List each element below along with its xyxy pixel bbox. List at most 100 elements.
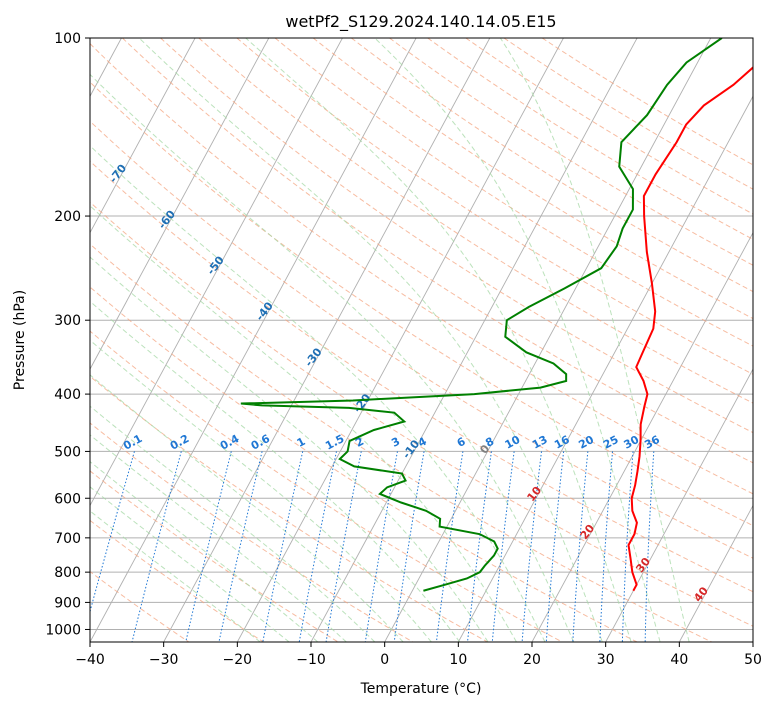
moist-adiabat [90,460,319,642]
mixing-ratio-line [599,451,614,642]
x-tick-label: 0 [380,652,389,668]
x-axis-label: Temperature (°C) [360,681,482,697]
x-tick-label: −30 [149,652,179,668]
isotherm-gridline [163,38,491,642]
dry-adiabat [90,120,753,559]
dry-adiabat [90,470,339,642]
dry-adiabat [236,38,753,375]
moist-adiabat [245,38,632,642]
isotherm-gridline [384,38,712,642]
isotherm-gridline [90,38,417,642]
mixing-ratio-line [131,451,182,642]
mixing-ratio-line [364,451,398,642]
moist-adiabat [90,256,489,642]
dry-adiabat [90,160,753,593]
dry-adiabat [427,38,753,240]
dry-adiabat [90,375,488,642]
mixing-ratio-label: 3 [389,435,402,450]
isotherm-label: -90 [9,70,32,94]
isotherm-gridline [531,231,753,642]
dry-adiabat [90,330,563,642]
dry-adiabat [90,286,638,642]
x-tick-label: 50 [744,652,762,668]
mixing-ratio-line [521,451,542,642]
mixing-ratio-label: 0.2 [168,432,191,453]
mixing-ratio-line [262,451,304,642]
mixing-ratio-label: 20 [576,433,596,452]
moist-adiabat [90,510,261,642]
mixing-ratio-line [644,451,655,642]
isotherm-gridline [605,368,753,642]
x-tick-label: 10 [449,652,467,668]
x-tick-label: −40 [75,652,105,668]
y-tick-label: 900 [54,595,81,611]
isotherm-gridline [457,95,753,642]
isotherm-gridline [90,38,270,371]
x-tick-label: 30 [597,652,615,668]
x-tick-label: −20 [223,652,253,668]
dry-adiabat [351,38,753,293]
dry-adiabat [90,81,753,527]
y-tick-label: 300 [54,313,81,329]
y-tick-label: 700 [54,531,81,547]
mixing-ratio-line [621,451,634,642]
isotherm-gridline [752,641,753,642]
plot-frame [89,37,754,643]
y-tick-label: 1000 [45,622,81,638]
isotherm-gridline [90,38,196,234]
mixing-ratio-label: 0.4 [218,432,242,453]
dry-adiabat [274,38,753,347]
y-axis: 100 200 300 400 500 600 700 800 900 1000 [45,31,90,638]
mixing-ratio-line [545,451,565,642]
isotherm-gridline [310,38,638,642]
mixing-ratio-line [218,451,263,642]
dry-adiabat [90,570,190,642]
y-tick-label: 200 [54,209,81,225]
dry-adiabat [90,422,414,642]
y-tick-label: 400 [54,387,81,403]
moist-adiabat [90,145,546,642]
isotherm-label: 40 [691,584,711,604]
y-tick-label: 600 [54,491,81,507]
mixing-ratio-label: 10 [503,433,523,452]
x-tick-label: 20 [523,652,541,668]
moist-adiabat [374,38,661,642]
temperature-profile [627,66,753,592]
moist-adiabat [499,38,690,642]
mixing-ratio-label: 1 [295,435,308,450]
isotherm-label: -80 [58,116,81,140]
dry-adiabat [389,38,753,266]
isotherm-gridline [90,38,343,507]
moist-adiabat [90,205,517,642]
mixing-ratio-label: 30 [622,433,642,452]
y-tick-label: 500 [54,444,81,460]
y-tick-label: 100 [54,31,81,47]
mixing-ratio-label: 0.6 [249,432,273,453]
chart-title: wetPf2_S129.2024.140.14.05.E15 [285,12,556,32]
moist-adiabat [90,486,290,642]
mixing-ratio-line [185,451,232,642]
mixing-ratio-line [572,451,589,642]
dry-adiabat [312,38,753,320]
dry-adiabat [90,42,753,495]
mixing-ratio-label: 25 [601,433,621,452]
dry-adiabat [90,243,712,642]
isotherm-gridline [678,504,753,642]
mixing-ratio-line [90,451,135,614]
moist-adiabat [90,374,404,642]
x-axis: −40 −30 −20 −10 0 10 20 30 40 50 [75,642,762,668]
y-tick-label: 800 [54,565,81,581]
moist-adiabat [90,73,575,642]
moist-adiabat [138,38,603,642]
dewpoint-profile [240,38,723,592]
mixing-ratio-label: 16 [552,433,572,452]
dry-adiabat [503,38,753,190]
mixing-ratio-line [325,451,362,642]
y-axis-label: Pressure (hPa) [12,290,28,390]
mixing-ratio-label: 36 [642,433,662,452]
moist-adiabat [90,300,461,642]
mixing-ratio-label: 13 [530,433,550,452]
mixing-ratio-line [491,451,515,642]
isotherm-label: 10 [525,484,545,504]
